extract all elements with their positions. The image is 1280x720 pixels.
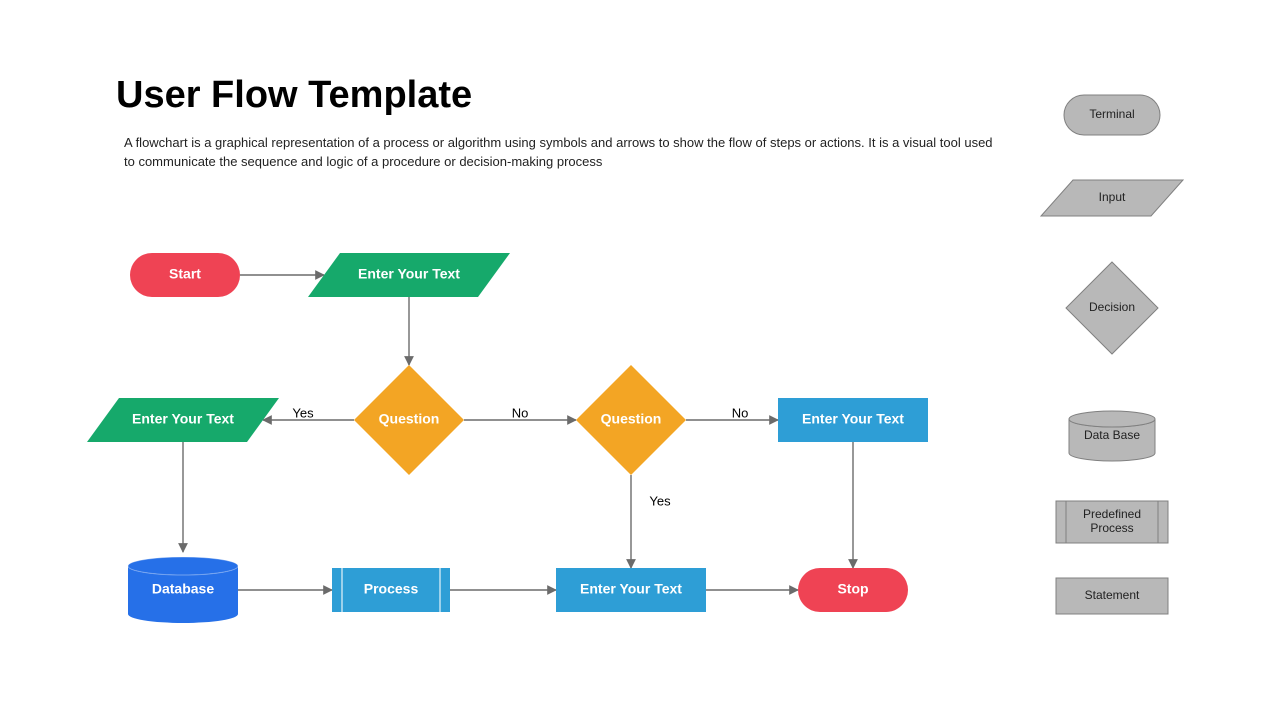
node-label-db: Database	[152, 581, 214, 597]
legend-terminal: Terminal	[1064, 95, 1160, 135]
edge-label-q2-proc2: Yes	[649, 493, 671, 508]
node-label-stop: Stop	[837, 581, 868, 597]
legend-predefined: PredefinedProcess	[1056, 501, 1168, 543]
node-label-start: Start	[169, 266, 201, 282]
node-predef: Process	[332, 568, 450, 612]
node-label-q1: Question	[379, 411, 440, 427]
legend-label-predefined: Predefined	[1083, 507, 1141, 521]
edge-label-q2-proc1: No	[732, 405, 749, 420]
node-proc1: Enter Your Text	[778, 398, 928, 442]
legend-label-predefined: Process	[1090, 521, 1133, 535]
legend-statement: Statement	[1056, 578, 1168, 614]
flowchart-canvas: Yes No No Yes Start Enter Your Text Question En…	[0, 0, 1280, 720]
legend-label-statement: Statement	[1085, 588, 1140, 602]
node-db: Database	[128, 557, 238, 623]
node-label-input2: Enter Your Text	[132, 411, 234, 427]
node-label-proc1: Enter Your Text	[802, 411, 904, 427]
node-proc2: Enter Your Text	[556, 568, 706, 612]
legend-label-database: Data Base	[1084, 428, 1140, 442]
edge-label-q1-input2: Yes	[292, 405, 314, 420]
legend-label-decision: Decision	[1089, 300, 1135, 314]
node-label-predef: Process	[364, 581, 419, 597]
node-q2: Question	[576, 365, 686, 475]
node-label-proc2: Enter Your Text	[580, 581, 682, 597]
node-q1: Question	[354, 365, 464, 475]
legend-label-input: Input	[1099, 190, 1126, 204]
node-stop: Stop	[798, 568, 908, 612]
node-input1: Enter Your Text	[308, 253, 510, 297]
legend-label-terminal: Terminal	[1089, 107, 1134, 121]
node-start: Start	[130, 253, 240, 297]
node-input2: Enter Your Text	[87, 398, 279, 442]
legend-decision: Decision	[1066, 262, 1158, 354]
legend-database: Data Base	[1069, 411, 1155, 461]
node-label-input1: Enter Your Text	[358, 266, 460, 282]
edge-label-q1-q2: No	[512, 405, 529, 420]
node-label-q2: Question	[601, 411, 662, 427]
legend-input: Input	[1041, 180, 1183, 216]
